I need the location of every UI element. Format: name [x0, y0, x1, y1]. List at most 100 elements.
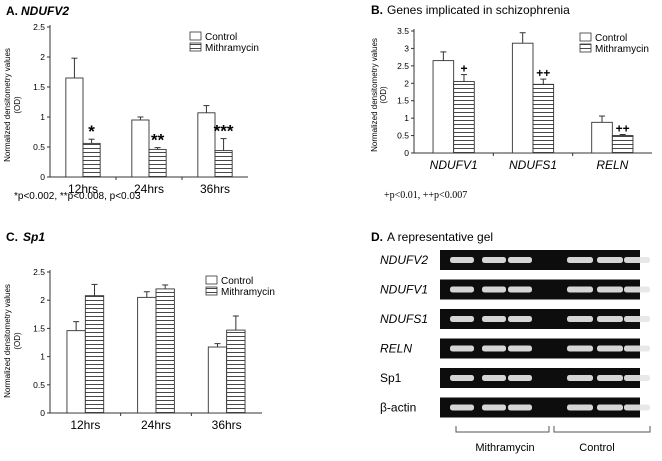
gel-band — [482, 345, 506, 352]
significance-marker: ++ — [536, 66, 550, 80]
y-tick-label: 1 — [40, 352, 45, 362]
legend-swatch — [189, 42, 202, 52]
y-tick-label: 2 — [404, 78, 409, 88]
significance-marker: * — [88, 122, 95, 141]
panel-c-yunit: (OD) — [13, 332, 22, 350]
control-bar — [591, 121, 613, 154]
y-tick-label: 3.5 — [397, 26, 409, 36]
gel-band — [482, 286, 506, 293]
gel-strip — [440, 368, 640, 388]
control-bar — [137, 296, 157, 414]
gel-band — [567, 375, 593, 381]
control-bar — [66, 330, 86, 414]
x-tick-label: RELN — [596, 158, 628, 172]
chart-c: 0 0.5 1 1.5 2 2.5 12hrs 24hrs 36hrs ControlMithra… — [33, 267, 275, 432]
y-tick-label: 2.5 — [397, 61, 409, 71]
gel-band — [597, 375, 623, 381]
legend-label: Control — [221, 276, 253, 287]
gel-strip — [440, 279, 640, 300]
gel-band — [567, 345, 593, 352]
gel-band — [624, 257, 650, 263]
gel-band — [482, 404, 506, 411]
gel-band — [450, 316, 474, 322]
gel-strip — [440, 338, 640, 359]
significance-marker: ++ — [616, 122, 630, 136]
y-tick-label: 1.5 — [33, 323, 45, 333]
mithramycin-bar — [155, 288, 175, 414]
y-tick-label: 0 — [40, 408, 45, 418]
y-tick-label: 1 — [40, 112, 45, 122]
gel-band — [450, 404, 474, 411]
panel-b-footnote: +p<0.01, ++p<0.007 — [384, 190, 467, 201]
gel-band — [482, 375, 506, 381]
panel-a: A. NDUFV2 0 0.5 1 1.5 2 2.5 12hrs * 24hrs ** 36hrs… — [3, 4, 259, 202]
y-tick-label: 0.5 — [397, 131, 409, 141]
gel-band — [450, 375, 474, 381]
gel-band — [597, 316, 623, 322]
significance-marker: + — [460, 62, 467, 76]
x-tick-label: NDUFV1 — [430, 158, 478, 172]
panel-c-ylabel: Normalized densitometry values — [3, 284, 12, 398]
panel-a-yunit: (OD) — [13, 96, 22, 114]
panel-d-letter: D. — [371, 230, 383, 244]
y-tick-label: 1 — [404, 113, 409, 123]
chart-b: 0 0.5 1 1.5 2 2.5 3 3.5 NDUFV1 + NDUFS1 ++ RELN ++ Con… — [397, 26, 652, 172]
gel-band — [508, 257, 532, 263]
group-label-control: Control — [579, 442, 614, 454]
gel-band — [508, 286, 532, 293]
gel-lane-label: RELN — [380, 342, 412, 356]
gel-band — [567, 316, 593, 322]
gel-band — [508, 404, 532, 411]
y-tick-label: 1.5 — [397, 96, 409, 106]
legend-label: Control — [205, 32, 237, 43]
x-tick-label: 36hrs — [200, 182, 230, 196]
panel-a-ylabel: Normalized densitometry values — [3, 48, 12, 162]
gel-band — [624, 375, 650, 381]
gel-band — [624, 286, 650, 293]
panel-a-title: NDUFV2 — [21, 4, 69, 18]
panel-a-footnote: *p<0.002, **p<0.008, p<0.03 — [14, 191, 141, 202]
gel-band — [508, 375, 532, 381]
panel-b-letter: B. — [371, 3, 383, 17]
legend-label: Mithramycin — [595, 44, 649, 55]
mithramycin-bar — [84, 295, 105, 414]
gel-lane-label: NDUFS1 — [380, 312, 428, 326]
gel-band — [482, 257, 506, 263]
panel-c: C. Sp1 0 0.5 1 1.5 2 2.5 12hrs 24hrs 36hrs Contro… — [3, 230, 275, 432]
gel-band — [482, 316, 506, 322]
y-tick-label: 0 — [404, 148, 409, 158]
legend-swatch — [205, 275, 218, 285]
mithramycin-bar — [214, 150, 233, 178]
legend-swatch — [579, 43, 592, 53]
y-tick-label: 0.5 — [33, 142, 45, 152]
panel-a-letter: A. — [6, 4, 18, 18]
mithramycin-bar — [82, 142, 101, 178]
gel-lane-label: NDUFV1 — [380, 283, 428, 297]
bracket-control — [553, 426, 651, 433]
control-bar — [511, 42, 534, 154]
panel-c-title: Sp1 — [23, 230, 45, 244]
panel-b-ylabel: Normalized densitometry values — [370, 38, 379, 152]
mithramycin-bar — [611, 135, 634, 154]
gel-band — [450, 286, 474, 293]
gel-strip — [440, 397, 640, 418]
gel-band — [567, 286, 593, 293]
gel-strip — [440, 250, 640, 270]
x-tick-label: 12hrs — [68, 182, 98, 196]
chart-a: 0 0.5 1 1.5 2 2.5 12hrs * 24hrs ** 36hrs *** Control… — [33, 22, 259, 196]
gel-lane-label: NDUFV2 — [380, 253, 428, 267]
y-tick-label: 1.5 — [33, 82, 45, 92]
panel-c-letter: C. — [6, 230, 18, 244]
gel-band — [624, 316, 650, 322]
control-bar — [432, 60, 455, 154]
y-tick-label: 2.5 — [33, 22, 45, 32]
gel-band — [508, 316, 532, 322]
y-tick-label: 2.5 — [33, 267, 45, 277]
panel-b-yunit: (OD) — [379, 86, 388, 104]
x-tick-label: 24hrs — [141, 418, 171, 432]
y-tick-label: 3 — [404, 43, 409, 53]
gel-band — [624, 345, 650, 352]
legend-swatch — [579, 32, 592, 42]
legend-label: Mithramycin — [221, 287, 275, 298]
